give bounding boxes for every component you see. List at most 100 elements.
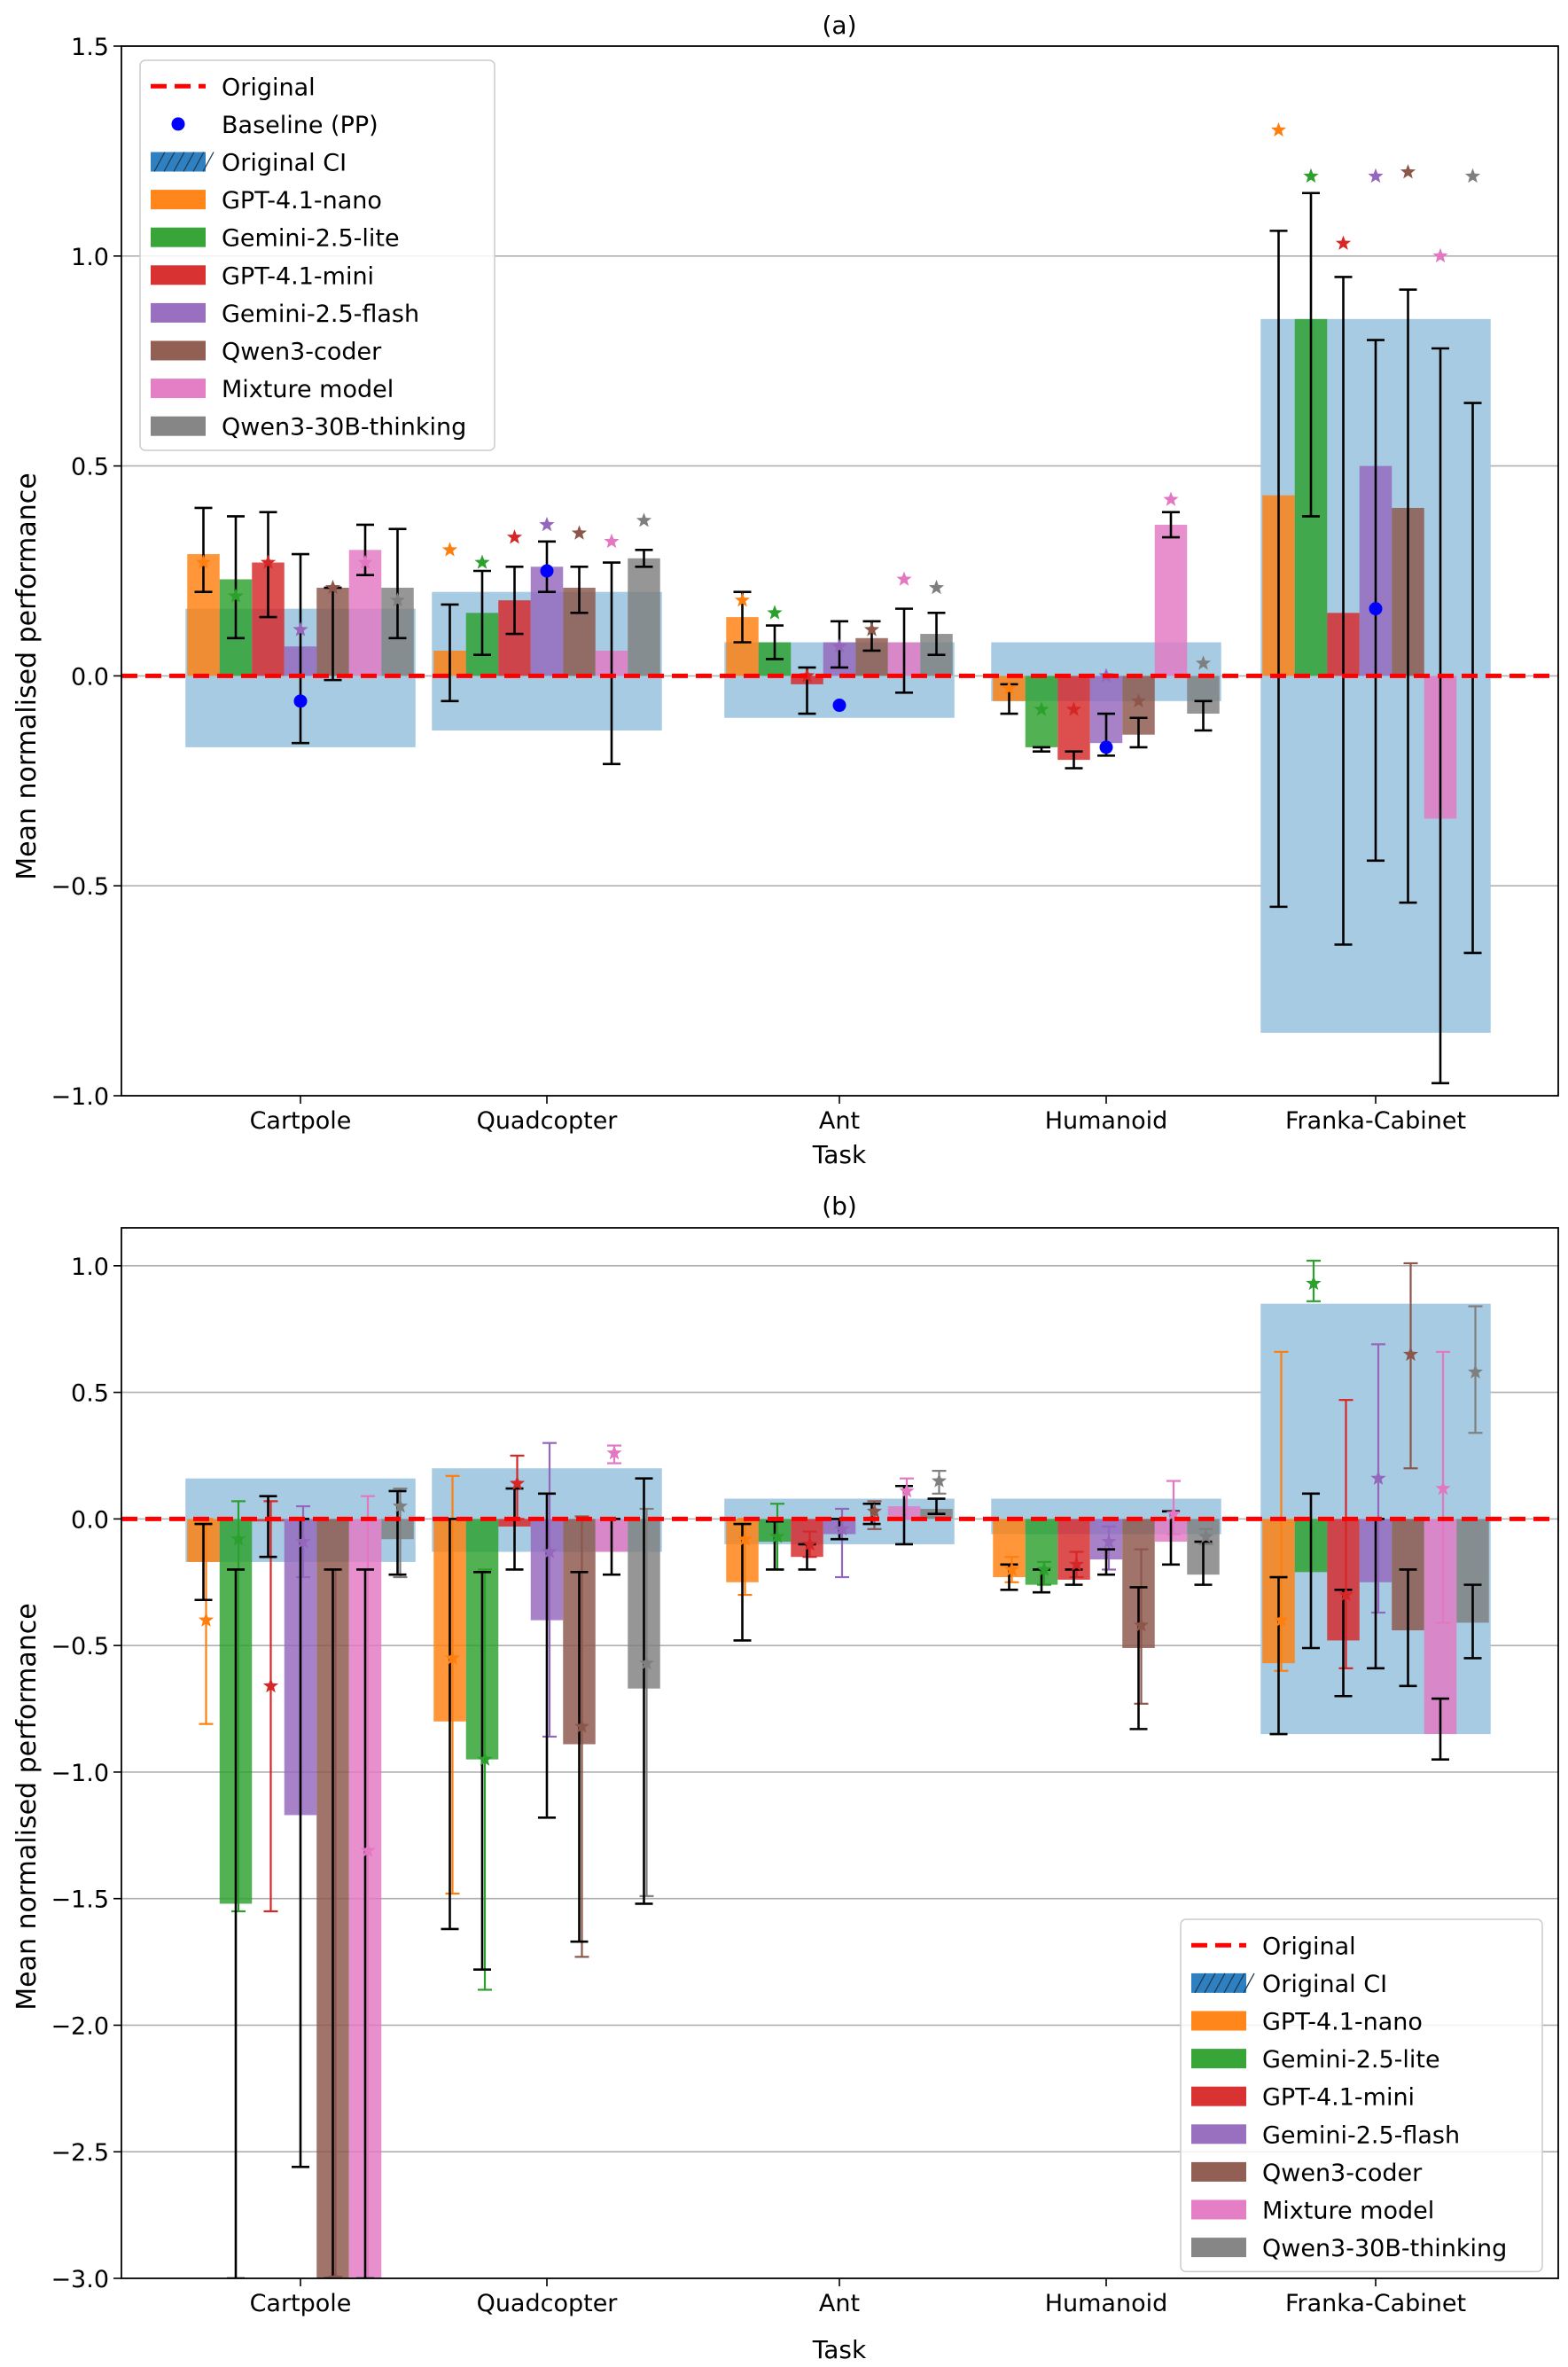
legend-label: Baseline (PP): [222, 112, 378, 139]
star-marker: [1003, 1561, 1020, 1576]
panel-a-plot: −1.0 −0.5 0.0 0.5 1.0 1.5 Cartpole Quadcopter An…: [51, 34, 1559, 1135]
legend-swatch: [151, 340, 206, 361]
star-marker: [293, 621, 308, 637]
legend-hatch: [153, 152, 166, 172]
star-marker: [1402, 1346, 1419, 1362]
star-marker: [542, 1543, 558, 1558]
x-tick-label: Cartpole: [250, 2290, 352, 2317]
legend-hatch: [1204, 1972, 1216, 1994]
x-tick-label: Ant: [819, 1107, 860, 1135]
star-marker: [295, 1534, 311, 1549]
star-marker: [606, 1445, 622, 1460]
legend-swatch: [151, 302, 206, 323]
legend-label: Original CI: [1262, 1971, 1387, 1998]
y-tick-label: −2.5: [51, 2139, 109, 2167]
star-marker: [1432, 247, 1448, 263]
star-marker: [389, 592, 406, 607]
baseline-point: [1369, 602, 1383, 616]
star-marker: [1130, 692, 1147, 708]
x-tick-label: Quadcopter: [477, 2290, 619, 2317]
y-tick-label: 0.0: [71, 1506, 109, 1534]
legend-label: Original: [222, 74, 316, 101]
star-marker: [737, 1531, 753, 1546]
legend-hatch: [183, 152, 195, 172]
star-marker: [324, 579, 341, 595]
legend-hatch: [1243, 1972, 1255, 1994]
panel-a-ylabel: Mean normalised performance: [12, 473, 43, 880]
star-marker: [1034, 701, 1049, 716]
legend-label: Gemini-2.5-lite: [1262, 2046, 1440, 2074]
legend-hatch: [1213, 1972, 1226, 1994]
legend-hatch: [202, 152, 215, 172]
y-tick-label: −0.5: [51, 873, 109, 901]
legend-swatch: [151, 416, 206, 436]
legend-label: Qwen3-coder: [222, 339, 382, 366]
legend-swatch: [1191, 2124, 1246, 2144]
x-tick-label: Ant: [819, 2290, 860, 2317]
star-marker: [444, 1650, 461, 1665]
star-marker: [260, 554, 277, 569]
star-marker: [1197, 1528, 1214, 1543]
star-marker: [1273, 1612, 1290, 1627]
legend-label: Gemini-2.5-lite: [222, 225, 400, 253]
legend-label: Qwen3-coder: [1262, 2160, 1423, 2187]
star-marker: [509, 1475, 526, 1490]
star-marker: [604, 533, 620, 549]
star-marker: [1065, 701, 1082, 716]
star-marker: [228, 588, 244, 603]
star-marker: [1195, 655, 1212, 670]
star-marker: [896, 571, 912, 586]
star-marker: [769, 1528, 785, 1543]
legend-label: Original: [1262, 1933, 1356, 1960]
star-marker: [573, 1718, 590, 1733]
y-tick-label: 0.5: [71, 454, 109, 481]
legend-swatch: [151, 265, 206, 285]
x-tick-label: Humanoid: [1045, 2290, 1168, 2317]
legend-box: [1180, 1918, 1543, 2273]
star-marker: [477, 1751, 493, 1766]
star-marker: [327, 2270, 344, 2278]
star-marker: [928, 579, 945, 595]
star-marker: [801, 1535, 818, 1551]
y-tick-label: −0.5: [51, 1633, 109, 1660]
legend-label: Gemini-2.5-flash: [1262, 2121, 1460, 2149]
star-marker: [1068, 1556, 1085, 1572]
star-marker: [834, 1520, 850, 1536]
legend-hatch: [192, 152, 205, 172]
x-tick-label: Franka-Cabinet: [1285, 2290, 1466, 2317]
star-marker: [1335, 235, 1352, 250]
y-tick-label: 0.5: [71, 1380, 109, 1408]
legend-label: GPT-4.1-mini: [222, 262, 374, 290]
star-marker: [474, 554, 490, 569]
star-marker: [360, 1842, 376, 1857]
legend-swatch-baseline: [171, 117, 185, 131]
legend-label: GPT-4.1-mini: [1262, 2084, 1415, 2112]
star-marker: [1166, 1505, 1182, 1520]
baseline-point: [293, 694, 308, 708]
star-marker: [571, 525, 588, 540]
star-marker: [1464, 168, 1481, 184]
star-marker: [195, 554, 212, 569]
legend-swatch: [1191, 2161, 1246, 2182]
star-marker: [1435, 1480, 1451, 1496]
star-marker: [931, 1473, 948, 1488]
x-tick-label: Franka-Cabinet: [1285, 1107, 1466, 1135]
legend-label: GPT-4.1-nano: [1262, 2009, 1423, 2036]
y-tick-label: −3.0: [51, 2266, 109, 2293]
legend-swatch: [1191, 2086, 1246, 2106]
star-marker: [831, 638, 847, 653]
panel-b-ylabel: Mean normalised performance: [12, 1603, 43, 2011]
legend-label: Original CI: [222, 150, 347, 177]
star-marker: [1467, 1363, 1484, 1379]
star-marker: [1370, 1470, 1386, 1485]
y-tick-label: −2.0: [51, 2012, 109, 2040]
panel-b-plot: −3.0 −2.5 −2.0 −1.5 −1.0 −0.5 0.0 0.5 1.0 Cartpol…: [51, 1227, 1559, 2317]
panel-a-title: (a): [822, 11, 856, 40]
star-marker: [734, 592, 751, 607]
legend-swatch: [1191, 2049, 1246, 2069]
star-marker: [506, 529, 523, 544]
star-marker: [638, 1655, 655, 1670]
star-marker: [1133, 1617, 1150, 1632]
x-tick-label: Humanoid: [1045, 1107, 1168, 1135]
